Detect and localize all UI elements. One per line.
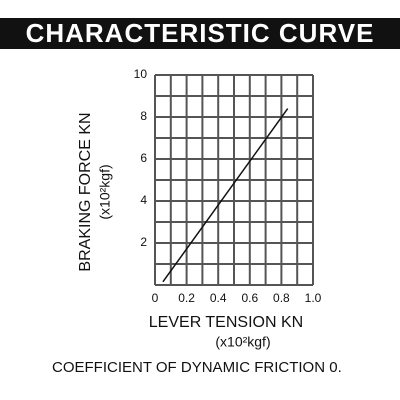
x-tick-label: 0.6	[241, 291, 258, 305]
x-axis-label: LEVER TENSION KN	[149, 314, 303, 331]
chart-title: CHARACTERISTIC CURVE	[26, 18, 375, 48]
y-axis-unit: (x10²kgf)	[97, 164, 113, 219]
x-tick-label: 0.4	[210, 291, 227, 305]
y-tick-label: 10	[134, 67, 148, 81]
x-tick-label: 1.0	[305, 291, 322, 305]
line	[162, 108, 289, 283]
y-axis-label: BRAKING FORCE KN	[77, 112, 94, 271]
x-tick-label: 0.2	[178, 291, 195, 305]
y-tick-label: 4	[140, 193, 147, 207]
y-tick-label: 6	[140, 151, 147, 165]
x-axis-unit: (x10²kgf)	[215, 334, 270, 350]
x-tick-label: 0.8	[273, 291, 290, 305]
x-tick-label: 0	[152, 291, 159, 305]
title-bar	[0, 18, 400, 49]
note: COEFFICIENT OF DYNAMIC FRICTION 0.	[52, 359, 342, 376]
y-tick-label: 8	[140, 109, 147, 123]
y-tick-label: 2	[140, 235, 147, 249]
